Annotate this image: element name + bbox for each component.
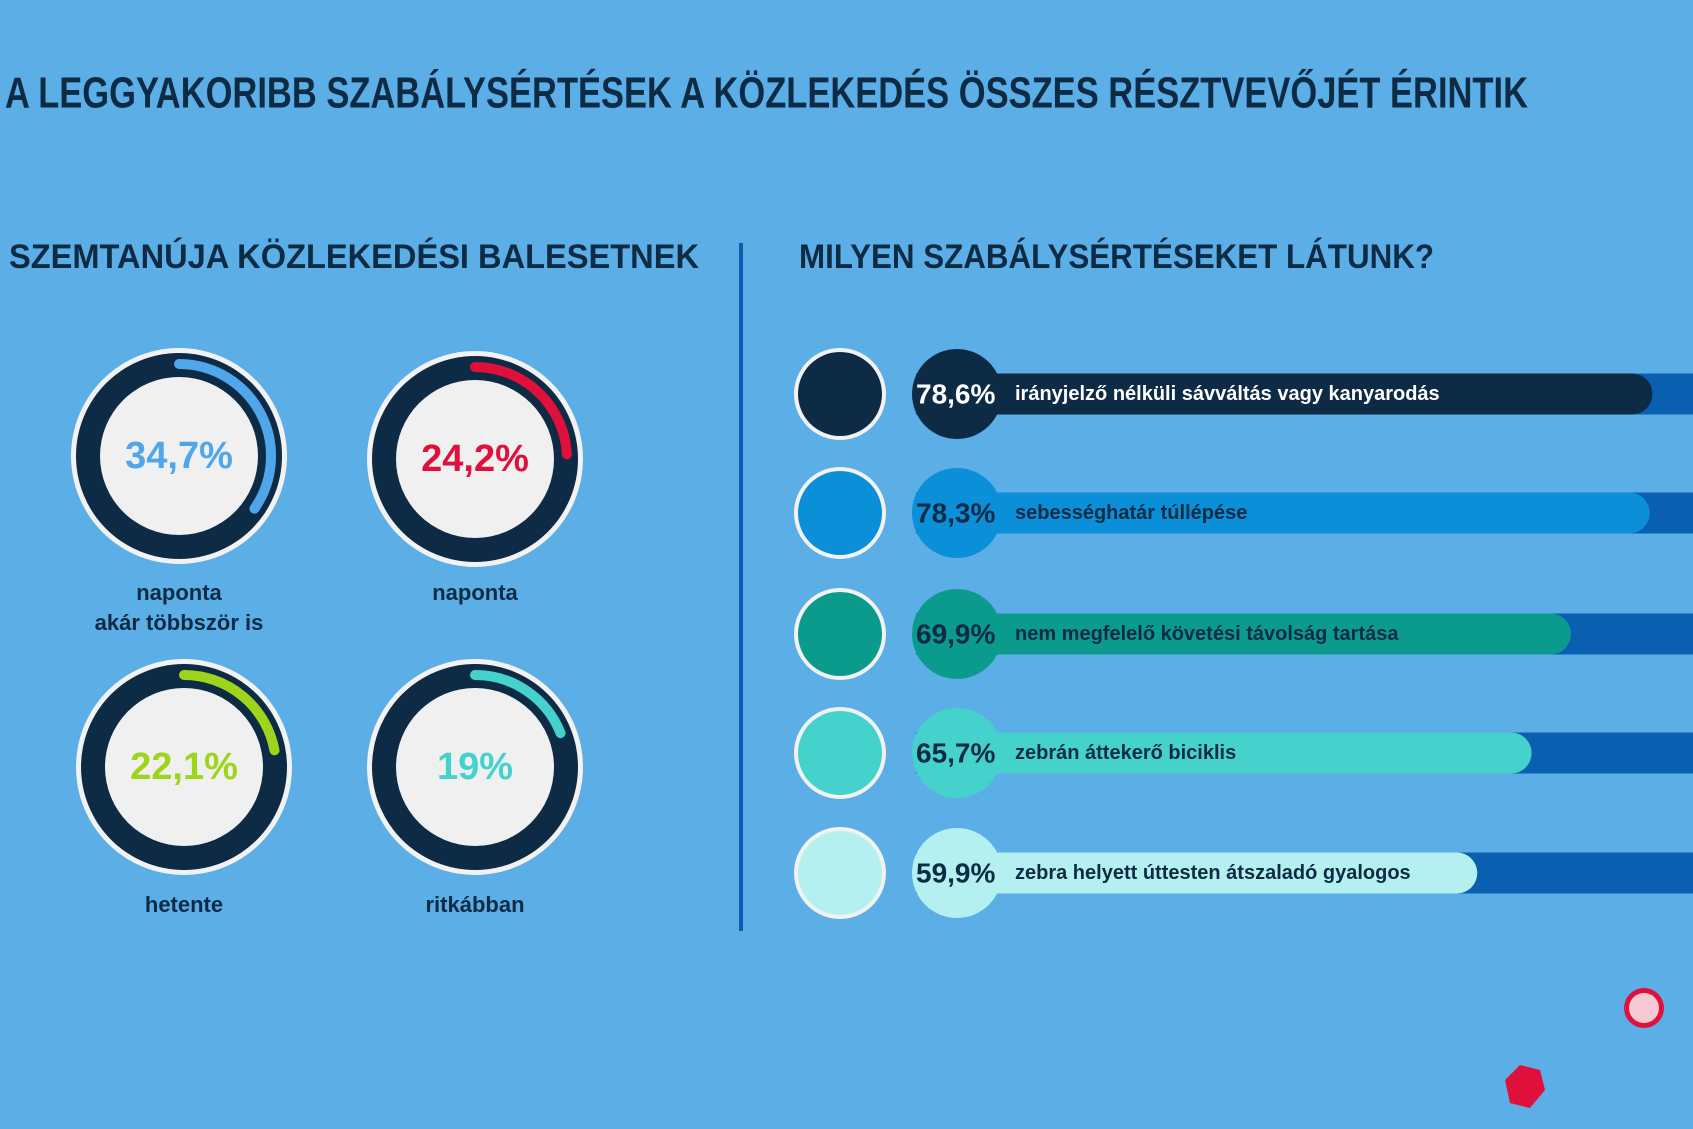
main-title: A LEGGYAKORIBB SZABÁLYSÉRTÉSEK A KÖZLEKE… (5, 68, 1528, 118)
icon-bg (798, 831, 882, 915)
section-title: SZEMTANÚJA KÖZLEKEDÉSI BALESETNEK (9, 238, 699, 276)
gauge-inner (396, 688, 554, 846)
gauge-value: 22,1% (130, 746, 238, 788)
gauge-value: 24,2% (421, 438, 529, 480)
icon-bg (798, 471, 882, 555)
icon-bg (798, 592, 882, 676)
bar (916, 492, 1650, 534)
bar-cap (912, 589, 1002, 679)
icon-bg (798, 711, 882, 795)
gauge-arc (179, 670, 280, 756)
bar-value: 59,9% (916, 858, 995, 889)
bar-label: irányjelző nélküli sávváltás vagy kanyar… (1015, 383, 1440, 405)
bar-value: 69,9% (916, 619, 995, 650)
gauge-label: naponta akár többször is (94, 580, 264, 635)
gauge-value: 34,7% (125, 435, 233, 477)
bar (916, 732, 1532, 774)
bar-cap (912, 828, 1002, 918)
icon-bg (798, 352, 882, 436)
bar-cap (912, 708, 1002, 798)
gauge-label: ritkábban (425, 892, 525, 917)
bar-value: 78,6% (916, 379, 995, 410)
bar-value: 65,7% (916, 738, 995, 769)
gauge-arc (470, 670, 566, 739)
section-title: MILYEN SZABÁLYSÉRTÉSEKET LÁTUNK? (799, 238, 1434, 276)
bar (916, 613, 1571, 655)
bar-label: nem megfelelő követési távolság tartása (1015, 623, 1399, 645)
gauge-label: hetente (144, 892, 224, 917)
gauge-inner (396, 380, 554, 538)
bar-value: 78,3% (916, 498, 995, 529)
bar-label: zebra helyett úttesten átszaladó gyalogo… (1015, 862, 1411, 884)
bar-label: sebességhatár túllépése (1015, 502, 1247, 524)
bar-cap (912, 349, 1002, 439)
gauge-arc (470, 362, 572, 460)
bar-label: zebrán áttekerő biciklis (1015, 742, 1236, 764)
gauge-arc (174, 359, 276, 514)
bar-cap (912, 468, 1002, 558)
bar (916, 852, 1478, 894)
decoration (1505, 988, 1664, 1108)
gauge-inner (100, 377, 258, 535)
gauge-value: 19% (437, 746, 513, 788)
bar (916, 373, 1653, 415)
gauge-label: naponta (432, 580, 518, 605)
gauge-inner (105, 688, 263, 846)
